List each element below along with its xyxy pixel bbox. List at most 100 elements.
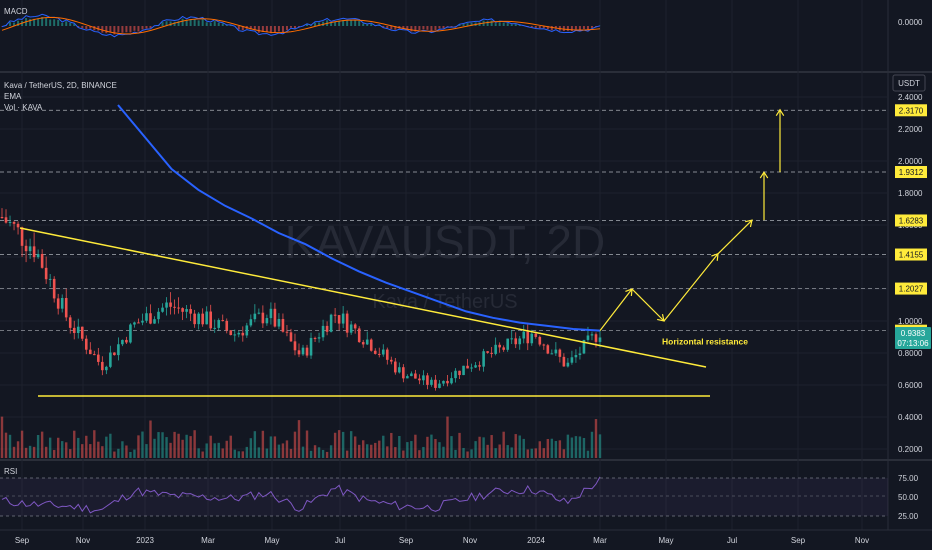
grid-lines xyxy=(0,0,888,530)
macd-histogram-bar xyxy=(498,22,501,26)
candle-body xyxy=(478,365,481,367)
candle-body xyxy=(64,297,68,318)
volume-bar xyxy=(317,447,321,458)
volume-bar xyxy=(446,416,449,458)
macd-histogram-bar xyxy=(261,26,264,32)
volume-bar xyxy=(414,434,417,458)
symbol-legend[interactable]: Kava / TetherUS, 2D, BINANCE xyxy=(4,81,117,90)
macd-histogram-bar xyxy=(145,26,148,29)
macd-histogram-bar xyxy=(546,26,549,30)
volume-bar xyxy=(293,431,297,458)
macd-histogram-bar xyxy=(414,26,417,32)
macd-histogram-bar xyxy=(113,26,116,35)
macd-histogram-bar xyxy=(105,26,108,34)
candle-body xyxy=(149,313,152,324)
projection-segment xyxy=(717,219,753,255)
volume-bar xyxy=(337,430,341,458)
volume-bar xyxy=(357,444,361,458)
macd-histogram-bar xyxy=(318,22,321,26)
candle-body xyxy=(402,367,405,379)
price-axis-label: 2.0000 xyxy=(898,157,923,166)
macd-histogram-bar xyxy=(550,26,553,31)
price-axis-label: 0.6000 xyxy=(898,381,923,390)
macd-histogram-bar xyxy=(566,26,569,31)
volume-legend[interactable]: Vol · KAVA xyxy=(4,103,43,112)
candle-body xyxy=(253,313,257,320)
level-tag-value: 1.9312 xyxy=(899,168,924,177)
candle-body xyxy=(418,378,421,381)
volume-bar xyxy=(466,451,469,458)
candle-body xyxy=(494,344,497,354)
ema-legend[interactable]: EMA xyxy=(4,92,22,101)
macd-histogram-bar xyxy=(582,26,585,30)
candle-body xyxy=(325,325,329,332)
macd-histogram-bar xyxy=(213,21,216,26)
macd-histogram-bar xyxy=(197,20,200,26)
macd-histogram-bar xyxy=(41,16,44,26)
volume-bar xyxy=(402,450,405,458)
volume-bar xyxy=(542,448,546,458)
candle-body xyxy=(410,373,413,377)
volume-bar xyxy=(562,449,566,458)
macd-histogram-bar xyxy=(221,23,224,26)
level-tag-value: 2.3170 xyxy=(899,106,924,115)
macd-pane[interactable] xyxy=(1,13,601,38)
macd-histogram-bar xyxy=(510,24,513,26)
macd-histogram-bar xyxy=(426,26,429,30)
candle-body xyxy=(221,320,225,322)
macd-histogram-bar xyxy=(542,26,545,29)
macd-histogram-bar xyxy=(506,23,509,26)
candle-body xyxy=(109,352,112,367)
candle-body xyxy=(446,380,449,384)
volume-bar xyxy=(173,431,176,458)
macd-histogram-bar xyxy=(49,19,52,26)
time-axis-label: Mar xyxy=(201,536,215,545)
candle-body xyxy=(145,313,148,321)
descending-trendline[interactable] xyxy=(19,227,707,368)
projection-arrowhead xyxy=(745,219,753,228)
candle-body xyxy=(185,309,188,312)
macd-histogram-bar xyxy=(141,26,144,30)
volume-bar xyxy=(289,448,293,458)
candle-body xyxy=(16,223,20,228)
volume-bar xyxy=(594,419,598,458)
volume-bar xyxy=(28,445,32,458)
volume-bar xyxy=(77,437,80,458)
macd-histogram-bar xyxy=(109,26,112,33)
volume-bar xyxy=(598,434,602,458)
volume-bar xyxy=(325,451,329,458)
volume-bar xyxy=(89,444,92,458)
candle-body xyxy=(121,339,124,345)
macd-histogram-bar xyxy=(169,21,172,26)
macd-histogram-bar xyxy=(53,19,56,26)
volume-bar xyxy=(418,450,421,458)
volume-bar xyxy=(65,442,68,458)
volume-bar xyxy=(470,449,473,458)
candle-body xyxy=(510,338,514,340)
macd-histogram-bar xyxy=(265,26,268,32)
candle-body xyxy=(76,326,80,334)
macd-histogram-bar xyxy=(466,23,469,26)
time-axis-label: Sep xyxy=(791,536,806,545)
candle-body xyxy=(450,378,453,384)
volume-bars xyxy=(0,416,602,458)
macd-histogram-bar xyxy=(13,22,16,26)
candle-body xyxy=(398,367,401,373)
projection-arrows[interactable] xyxy=(599,108,785,331)
volume-bar xyxy=(281,443,285,458)
macd-histogram-bar xyxy=(430,26,433,32)
level-tag-box xyxy=(895,248,927,261)
rsi-axis[interactable]: 75.00 50.00 25.00 xyxy=(898,474,919,521)
candle-body xyxy=(353,324,357,329)
level-tag-box xyxy=(895,214,927,227)
volume-bar xyxy=(566,434,570,458)
macd-histogram-bar xyxy=(314,22,317,26)
volume-bar xyxy=(374,442,377,458)
candle-body xyxy=(578,353,582,355)
macd-histogram-bar xyxy=(590,26,593,28)
candle-body xyxy=(0,217,4,218)
candle-body xyxy=(369,339,373,351)
time-axis[interactable]: Sep Nov 2023 Mar May Jul Sep Nov 2024 Mar May Jul Se… xyxy=(15,536,869,545)
currency-button[interactable] xyxy=(892,74,926,92)
